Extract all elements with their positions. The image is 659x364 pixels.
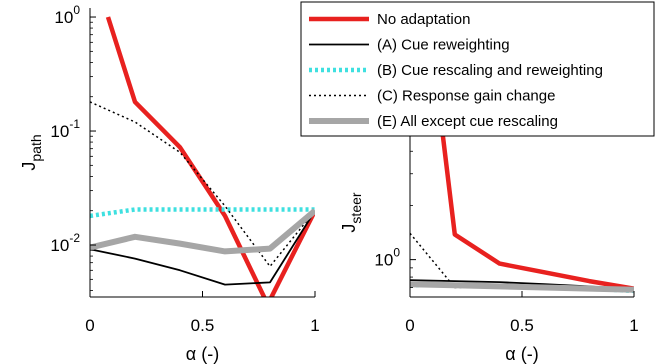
series-line-2 [90, 207, 315, 219]
legend: No adaptation (A) Cue reweighting (B) Cue … [300, 1, 655, 137]
series-line-0 [105, 16, 315, 297]
panel-left: 100 10-1 10-2 0 0.5 1 α (-) Jpath [19, 3, 320, 364]
y-tick-label: 10-1 [50, 117, 80, 141]
x-tick-label: 0 [85, 316, 94, 335]
y-tick-label: 100 [374, 246, 400, 270]
series-line-1 [90, 210, 315, 286]
y-tick-label: 100 [54, 3, 80, 27]
series-line-4 [90, 208, 315, 255]
series-group [410, 8, 634, 294]
series-group [90, 16, 315, 297]
legend-label-3: (C) Response gain change [377, 88, 555, 105]
x-tick-label: 0.5 [191, 316, 215, 335]
legend-label-0: No adaptation [377, 11, 470, 28]
y-axis-label: Jpath [19, 134, 44, 170]
y-tick-label: 10-2 [50, 231, 80, 255]
legend-label-4: (E) All except cue rescaling [377, 113, 558, 130]
x-axis-label: α (-) [505, 344, 538, 364]
series-line-0 [425, 8, 634, 291]
legend-label-1: (A) Cue reweighting [377, 37, 510, 54]
y-axis-label: Jsteer [339, 192, 364, 232]
x-tick-label: 1 [629, 316, 638, 335]
legend-label-2: (B) Cue rescaling and reweighting [377, 62, 603, 79]
x-tick-label: 0.5 [510, 316, 534, 335]
x-axis-label: α (-) [186, 344, 219, 364]
x-tick-label: 1 [310, 316, 319, 335]
series-line-3 [90, 101, 315, 268]
x-tick-label: 0 [405, 316, 414, 335]
series-line-4 [410, 281, 634, 293]
